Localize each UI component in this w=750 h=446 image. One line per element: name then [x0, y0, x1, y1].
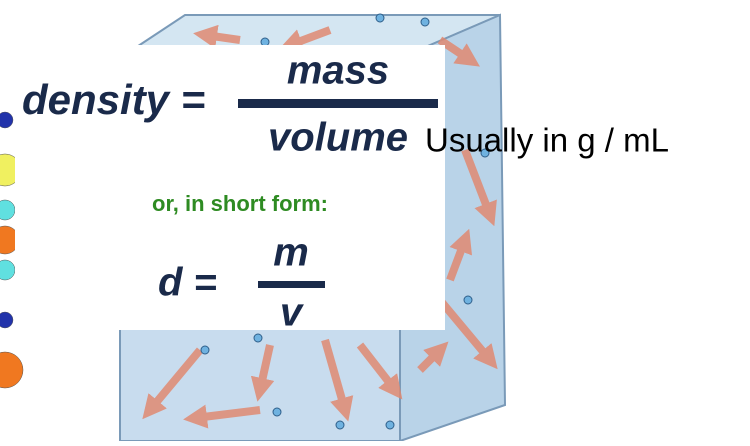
- formula-lhs: density =: [22, 76, 205, 123]
- short-form-caption: or, in short form:: [152, 191, 328, 216]
- units-note: Usually in g / mL: [425, 122, 669, 159]
- fraction-bar: [238, 99, 438, 108]
- denominator: volume: [268, 116, 408, 160]
- illustration: density = mass volume Usually in g / mL …: [0, 0, 750, 441]
- numerator: mass: [287, 49, 389, 93]
- short-denominator: v: [280, 291, 305, 335]
- page: density = mass volume Usually in g / mL …: [0, 0, 750, 441]
- short-lhs: d =: [158, 261, 217, 305]
- short-fraction-bar: [258, 281, 325, 288]
- short-numerator: m: [273, 231, 309, 275]
